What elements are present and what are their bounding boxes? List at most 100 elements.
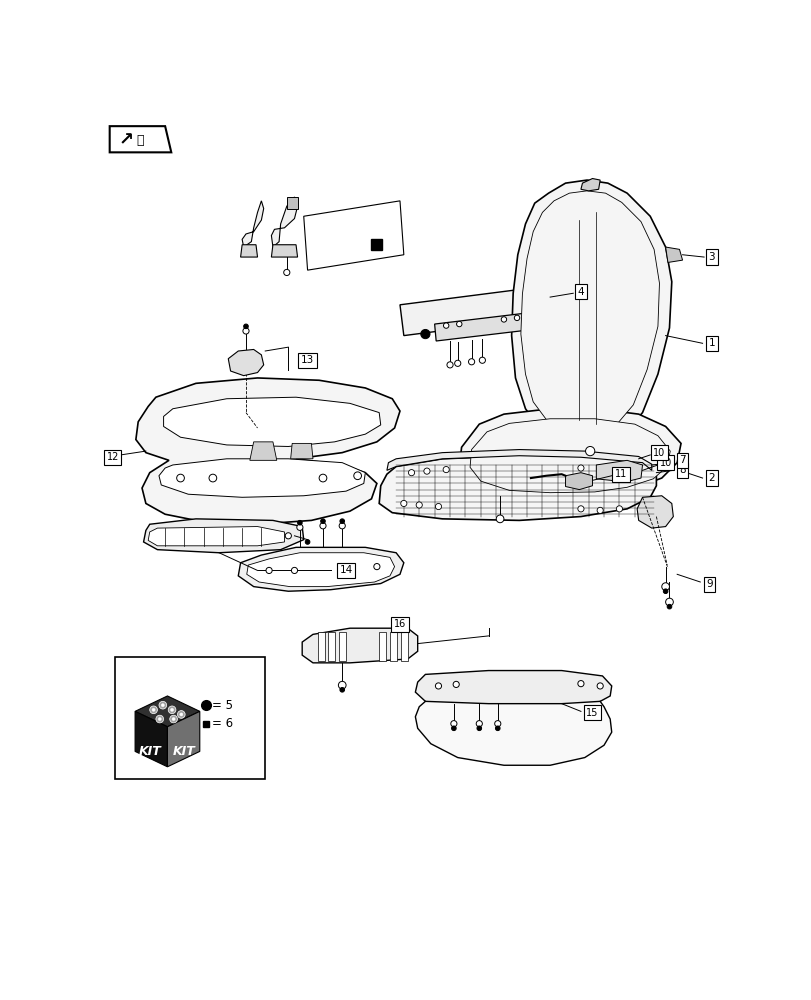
Bar: [371, 239, 382, 250]
Circle shape: [596, 466, 603, 472]
Circle shape: [513, 315, 519, 321]
Circle shape: [320, 523, 326, 529]
Polygon shape: [286, 197, 297, 209]
Circle shape: [158, 718, 161, 721]
Polygon shape: [135, 696, 200, 727]
Circle shape: [339, 566, 345, 572]
Circle shape: [616, 506, 622, 512]
Text: 11: 11: [614, 469, 626, 479]
Text: 15: 15: [586, 708, 598, 718]
Text: 🖼: 🖼: [136, 134, 144, 147]
Polygon shape: [389, 632, 397, 661]
Circle shape: [285, 533, 291, 539]
Polygon shape: [159, 459, 365, 497]
Text: 14: 14: [339, 565, 352, 575]
Polygon shape: [302, 628, 417, 663]
Circle shape: [667, 604, 671, 609]
Polygon shape: [459, 409, 680, 496]
Bar: [115, 657, 265, 779]
Polygon shape: [303, 201, 403, 270]
Circle shape: [373, 564, 380, 570]
Text: 4: 4: [577, 287, 584, 297]
Circle shape: [478, 357, 485, 363]
Polygon shape: [415, 671, 611, 765]
Circle shape: [179, 713, 182, 716]
Circle shape: [500, 317, 506, 322]
Text: 8: 8: [679, 465, 685, 475]
Circle shape: [170, 708, 174, 711]
Circle shape: [585, 446, 594, 456]
Circle shape: [443, 466, 448, 473]
Circle shape: [435, 683, 441, 689]
Polygon shape: [580, 179, 599, 191]
Circle shape: [266, 567, 272, 574]
Circle shape: [454, 360, 461, 366]
Polygon shape: [564, 473, 592, 490]
Text: 13: 13: [301, 355, 314, 365]
Circle shape: [149, 706, 157, 714]
Polygon shape: [163, 397, 380, 446]
Text: 10: 10: [653, 448, 665, 458]
Text: = 6: = 6: [212, 717, 233, 730]
Polygon shape: [386, 450, 651, 470]
Polygon shape: [167, 711, 200, 767]
Circle shape: [172, 718, 175, 721]
Polygon shape: [665, 247, 682, 262]
Circle shape: [494, 721, 500, 727]
Circle shape: [453, 681, 459, 687]
Circle shape: [446, 362, 453, 368]
Text: = 5: = 5: [212, 699, 233, 712]
Circle shape: [177, 474, 184, 482]
Text: 7: 7: [679, 455, 685, 465]
Text: 3: 3: [708, 252, 714, 262]
Polygon shape: [271, 197, 297, 247]
Circle shape: [596, 507, 603, 513]
Polygon shape: [271, 245, 297, 257]
Circle shape: [443, 323, 448, 328]
Polygon shape: [135, 378, 400, 524]
Polygon shape: [520, 191, 659, 439]
Circle shape: [283, 269, 290, 276]
Polygon shape: [434, 312, 533, 341]
Circle shape: [305, 540, 310, 544]
Polygon shape: [470, 419, 669, 493]
Polygon shape: [238, 547, 403, 591]
Polygon shape: [595, 460, 642, 482]
Polygon shape: [148, 527, 284, 546]
Circle shape: [401, 500, 406, 507]
Text: 2: 2: [708, 473, 714, 483]
Circle shape: [208, 474, 217, 482]
Text: ↗: ↗: [119, 131, 134, 149]
Circle shape: [468, 359, 474, 365]
Circle shape: [340, 687, 344, 692]
Polygon shape: [511, 180, 671, 451]
Circle shape: [456, 321, 461, 327]
Polygon shape: [144, 519, 303, 553]
Text: KIT: KIT: [173, 745, 195, 758]
Circle shape: [577, 506, 583, 512]
Circle shape: [495, 726, 500, 731]
Polygon shape: [339, 632, 345, 661]
Polygon shape: [135, 711, 167, 767]
Circle shape: [663, 589, 667, 594]
Polygon shape: [109, 126, 171, 152]
Circle shape: [168, 706, 176, 714]
Polygon shape: [250, 442, 277, 460]
Circle shape: [297, 524, 303, 530]
Circle shape: [319, 474, 327, 482]
Circle shape: [408, 470, 414, 476]
Polygon shape: [379, 632, 386, 661]
Text: KIT: KIT: [139, 745, 161, 758]
Polygon shape: [637, 496, 672, 528]
Circle shape: [152, 708, 155, 711]
Polygon shape: [400, 286, 553, 336]
Circle shape: [476, 726, 481, 731]
Circle shape: [665, 598, 672, 606]
Circle shape: [614, 467, 620, 473]
Circle shape: [156, 715, 163, 723]
Circle shape: [320, 519, 325, 523]
Circle shape: [354, 472, 361, 480]
Circle shape: [661, 583, 668, 590]
Circle shape: [291, 567, 297, 574]
Circle shape: [338, 681, 345, 689]
